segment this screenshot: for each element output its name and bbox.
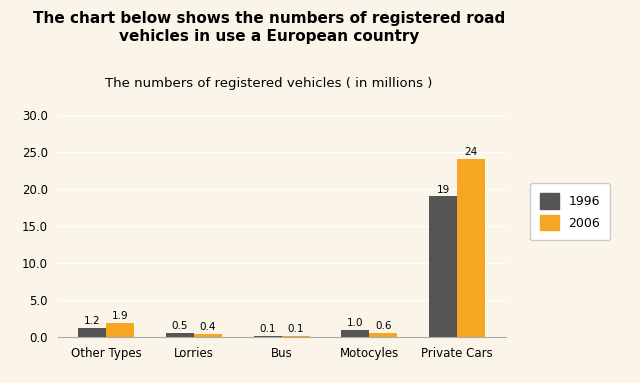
Bar xyxy=(429,196,457,337)
Text: The chart below shows the numbers of registered road
vehicles in use a European : The chart below shows the numbers of reg… xyxy=(33,11,505,44)
Text: 0.5: 0.5 xyxy=(172,321,188,331)
Text: 1.9: 1.9 xyxy=(112,311,129,321)
Text: 19: 19 xyxy=(436,185,450,195)
Bar xyxy=(341,330,369,337)
Bar xyxy=(282,336,310,337)
Text: 1.2: 1.2 xyxy=(84,316,100,326)
Bar xyxy=(166,333,194,337)
Bar xyxy=(253,336,282,337)
Text: 0.4: 0.4 xyxy=(200,322,216,332)
Text: The numbers of registered vehicles ( in millions ): The numbers of registered vehicles ( in … xyxy=(105,77,433,90)
Text: 0.1: 0.1 xyxy=(287,324,304,334)
Bar xyxy=(78,328,106,337)
Bar xyxy=(194,334,222,337)
Text: 0.6: 0.6 xyxy=(375,321,392,331)
Text: 0.1: 0.1 xyxy=(259,324,276,334)
Bar xyxy=(369,332,397,337)
Text: 24: 24 xyxy=(465,147,478,157)
Bar xyxy=(457,159,485,337)
Text: 1.0: 1.0 xyxy=(347,318,364,328)
Legend: 1996, 2006: 1996, 2006 xyxy=(530,183,611,240)
Bar xyxy=(106,323,134,337)
